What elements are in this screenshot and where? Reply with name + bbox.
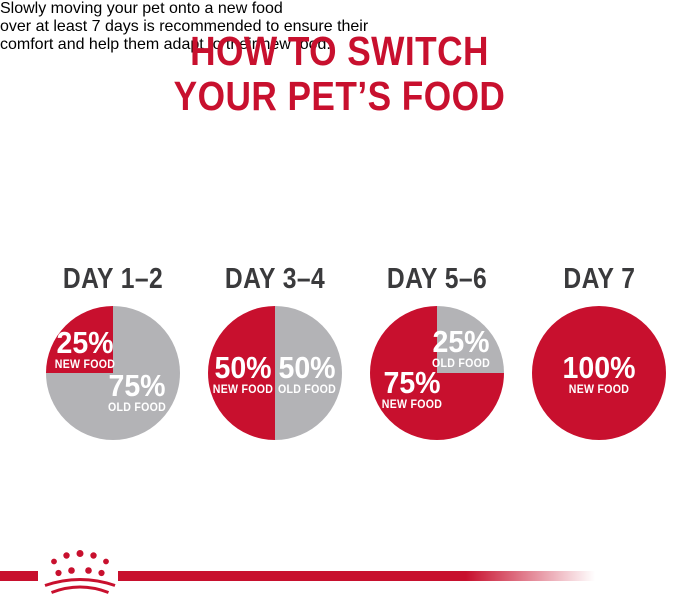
- new-food-percentage: 100%: [562, 350, 636, 386]
- new-food-slice-label: 75% NEW FOOD: [381, 367, 441, 412]
- old-food-slice-label: 50% OLD FOOD: [278, 352, 336, 397]
- day-column-5-6: DAY 5–6 25% OLD FOOD 75% NEW FOOD: [370, 264, 504, 440]
- subtitle-line3: comfort and help them adapt to their new…: [0, 36, 331, 53]
- footer-bar-left: [0, 571, 38, 581]
- page-title: HOW TO SWITCH YOUR PET’S FOOD: [48, 29, 632, 119]
- day-column-3-4: DAY 3–4 50% NEW FOOD 50% OLD FOOD: [208, 264, 342, 440]
- old-food-percentage: 50%: [278, 350, 336, 386]
- day-label: DAY 1–2: [62, 263, 164, 295]
- pie-chart-day-3-4: 50% NEW FOOD 50% OLD FOOD: [208, 306, 342, 440]
- old-food-slice-label: 25% OLD FOOD: [432, 325, 490, 370]
- transition-timeline-chart: DAY 1–2 25% NEW FOOD 75% OLD FOOD DAY 3–…: [0, 264, 679, 440]
- royal-canin-crown-logo: [44, 550, 116, 594]
- pie-chart-day-7: 100% NEW FOOD: [532, 306, 666, 440]
- new-food-caption: NEW FOOD: [568, 384, 630, 397]
- new-food-slice-label: 25% NEW FOOD: [55, 327, 115, 372]
- new-food-slice-label: 50% NEW FOOD: [213, 352, 273, 397]
- old-food-caption: OLD FOOD: [108, 401, 167, 414]
- day-column-7: DAY 7 100% NEW FOOD: [532, 264, 666, 440]
- pie-chart-day-5-6: 25% OLD FOOD 75% NEW FOOD: [370, 306, 504, 440]
- new-food-percentage: 25%: [56, 324, 114, 360]
- day-label: DAY 5–6: [386, 263, 488, 295]
- footer-bar-right: [118, 571, 679, 581]
- new-food-percentage: 50%: [214, 350, 272, 386]
- new-food-caption: NEW FOOD: [54, 358, 116, 371]
- pie-chart-day-1-2: 25% NEW FOOD 75% OLD FOOD: [46, 306, 180, 440]
- page-title-line1: HOW TO SWITCH: [190, 28, 489, 75]
- old-food-percentage: 75%: [108, 367, 166, 403]
- new-food-slice-label: 100% NEW FOOD: [563, 352, 636, 397]
- day-column-1-2: DAY 1–2 25% NEW FOOD 75% OLD FOOD: [46, 264, 180, 440]
- old-food-slice-label: 75% OLD FOOD: [108, 370, 166, 415]
- subtitle-line1: Slowly moving your pet onto a new food: [0, 0, 283, 17]
- new-food-percentage: 75%: [382, 364, 441, 400]
- new-food-caption: NEW FOOD: [381, 398, 442, 411]
- new-food-caption: NEW FOOD: [212, 384, 274, 397]
- page-title-line2: YOUR PET’S FOOD: [173, 73, 506, 120]
- old-food-caption: OLD FOOD: [432, 357, 491, 370]
- old-food-percentage: 25%: [432, 323, 490, 359]
- day-label: DAY 3–4: [224, 263, 326, 295]
- subtitle-line2: over at least 7 days is recommended to e…: [0, 18, 369, 35]
- day-label: DAY 7: [562, 263, 636, 295]
- old-food-caption: OLD FOOD: [278, 384, 337, 397]
